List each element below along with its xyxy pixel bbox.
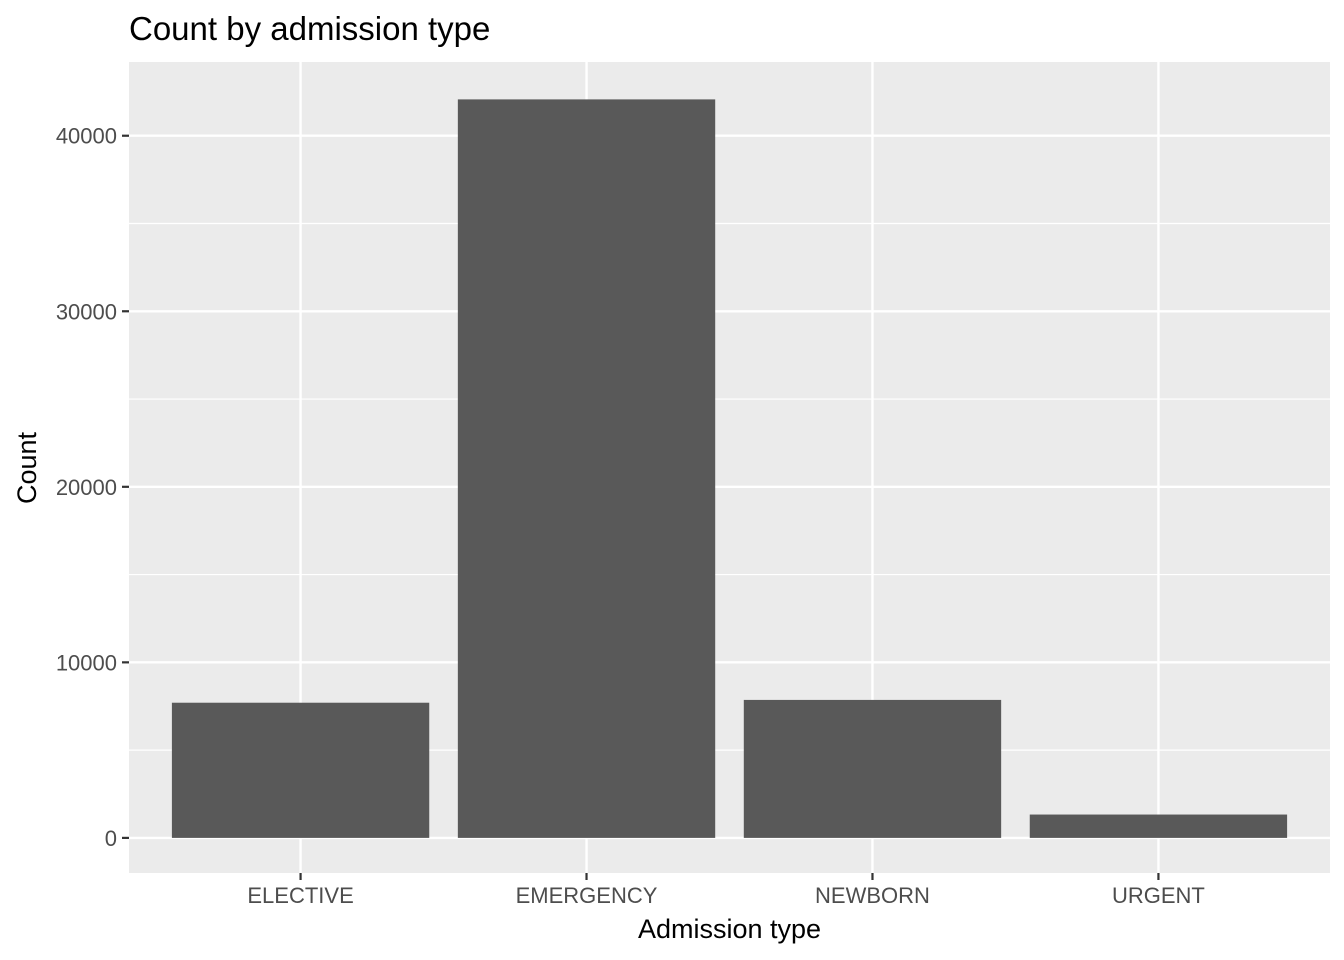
bar-elective [171,702,430,838]
y-tick-label: 40000 [56,124,117,149]
y-tick-label: 30000 [56,299,117,324]
bar-emergency [457,99,716,838]
y-tick-label: 0 [105,826,117,851]
x-axis: ELECTIVE EMERGENCY NEWBORN URGENT [247,873,1205,908]
bars [171,99,1288,838]
y-tick-label: 10000 [56,650,117,675]
chart-title: Count by admission type [129,10,490,47]
x-axis-title: Admission type [638,914,821,944]
y-axis: 0 10000 20000 30000 40000 [56,124,129,851]
x-tick-label: ELECTIVE [247,883,353,908]
x-tick-label: EMERGENCY [516,883,658,908]
bar-urgent [1029,814,1288,838]
y-tick-label: 20000 [56,475,117,500]
x-tick-label: URGENT [1112,883,1205,908]
y-axis-title: Count [12,431,42,504]
x-tick-label: NEWBORN [815,883,930,908]
bar-newborn [743,699,1002,838]
